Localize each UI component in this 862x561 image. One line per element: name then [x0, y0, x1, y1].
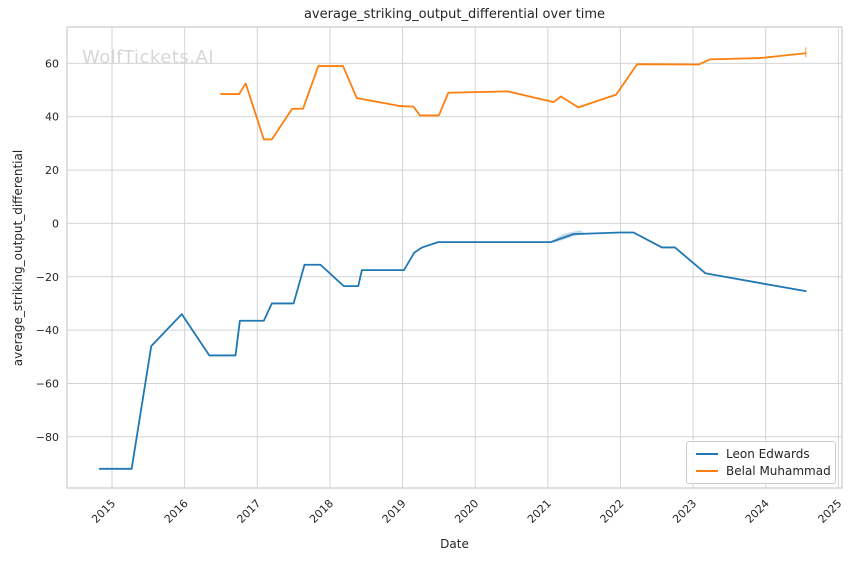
x-tick-label: 2025	[815, 497, 844, 526]
x-tick-label: 2022	[598, 497, 627, 526]
x-tick-label: 2019	[380, 497, 409, 526]
series-line-belal-muhammad	[220, 52, 807, 141]
legend-line-swatch-blue	[696, 453, 718, 455]
x-tick-label: 2017	[234, 497, 263, 526]
x-axis-label: Date	[440, 537, 469, 551]
series-line-leon-edwards	[98, 231, 807, 470]
y-tick-label: 0	[52, 217, 59, 230]
y-tick-label: −80	[36, 431, 59, 444]
y-tick-label: 40	[45, 111, 59, 124]
x-tick-label: 2015	[89, 497, 118, 526]
legend-line-swatch-orange	[696, 470, 718, 472]
y-axis-label: average_striking_output_differential	[11, 149, 25, 367]
y-tick-label: 20	[45, 164, 59, 177]
x-tick-label: 2021	[525, 497, 554, 526]
legend: Leon Edwards Belal Muhammad	[686, 441, 836, 484]
x-tick-label: 2023	[670, 497, 699, 526]
x-tick-label: 2018	[307, 497, 336, 526]
y-tick-label: −60	[36, 377, 59, 390]
legend-label: Leon Edwards	[726, 447, 810, 461]
legend-item-leon-edwards: Leon Edwards	[687, 447, 835, 461]
y-tick-label: −20	[36, 271, 59, 284]
y-tick-label: 60	[45, 57, 59, 70]
plot-border	[66, 26, 843, 489]
x-tick-label: 2020	[452, 497, 481, 526]
chart-title: average_striking_output_differential ove…	[303, 7, 606, 22]
x-tick-label: 2016	[162, 497, 191, 526]
x-tick-label: 2024	[743, 497, 772, 526]
legend-item-belal-muhammad: Belal Muhammad	[687, 464, 835, 478]
watermark: WolfTickets.AI	[82, 47, 215, 68]
legend-label: Belal Muhammad	[726, 464, 831, 478]
y-tick-label: −40	[36, 324, 59, 337]
